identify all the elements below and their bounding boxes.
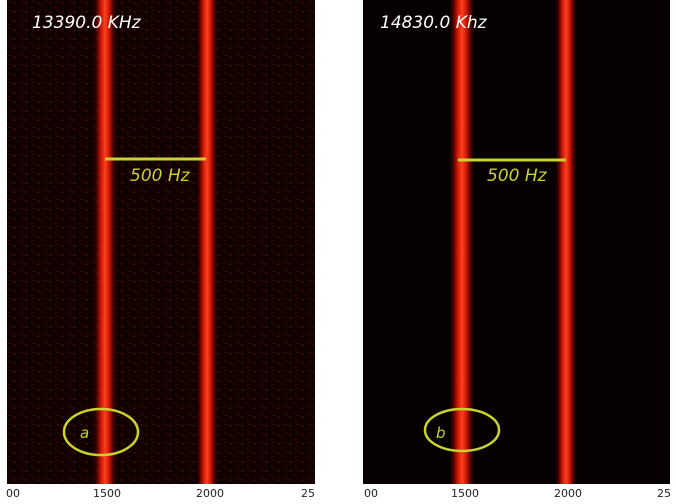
signal-stripe bbox=[93, 0, 117, 484]
scale-label: 500 Hz bbox=[130, 166, 191, 186]
scale-label: 500 Hz bbox=[487, 166, 548, 186]
marker-ellipse bbox=[62, 407, 140, 457]
panel-title: 13390.0 KHz bbox=[32, 13, 142, 33]
marker-label: b bbox=[436, 424, 446, 442]
axis-tick-label: 25 bbox=[301, 487, 315, 500]
spectrogram-right: 14830.0 Khz 500 Hz b 00 1500 2000 25 bbox=[363, 0, 671, 500]
axis-tick-label: 1500 bbox=[451, 487, 479, 500]
marker-label: a bbox=[80, 424, 89, 442]
signal-stripe bbox=[449, 0, 475, 484]
panel-title: 14830.0 Khz bbox=[380, 13, 488, 33]
axis-tick-label: 00 bbox=[364, 487, 378, 500]
waterfall bbox=[363, 0, 670, 484]
waterfall bbox=[7, 0, 315, 484]
axis-tick-label: 00 bbox=[6, 487, 20, 500]
spectrogram-left: 13390.0 KHz 500 Hz a 00 1500 2000 25 bbox=[6, 0, 315, 500]
axis-tick-label: 25 bbox=[657, 487, 671, 500]
signal-stripe bbox=[196, 0, 218, 484]
signal-stripe bbox=[555, 0, 577, 484]
axis-tick-label: 2000 bbox=[554, 487, 582, 500]
axis-tick-label: 1500 bbox=[93, 487, 121, 500]
marker-ellipse bbox=[423, 407, 501, 453]
axis-tick-label: 2000 bbox=[196, 487, 224, 500]
